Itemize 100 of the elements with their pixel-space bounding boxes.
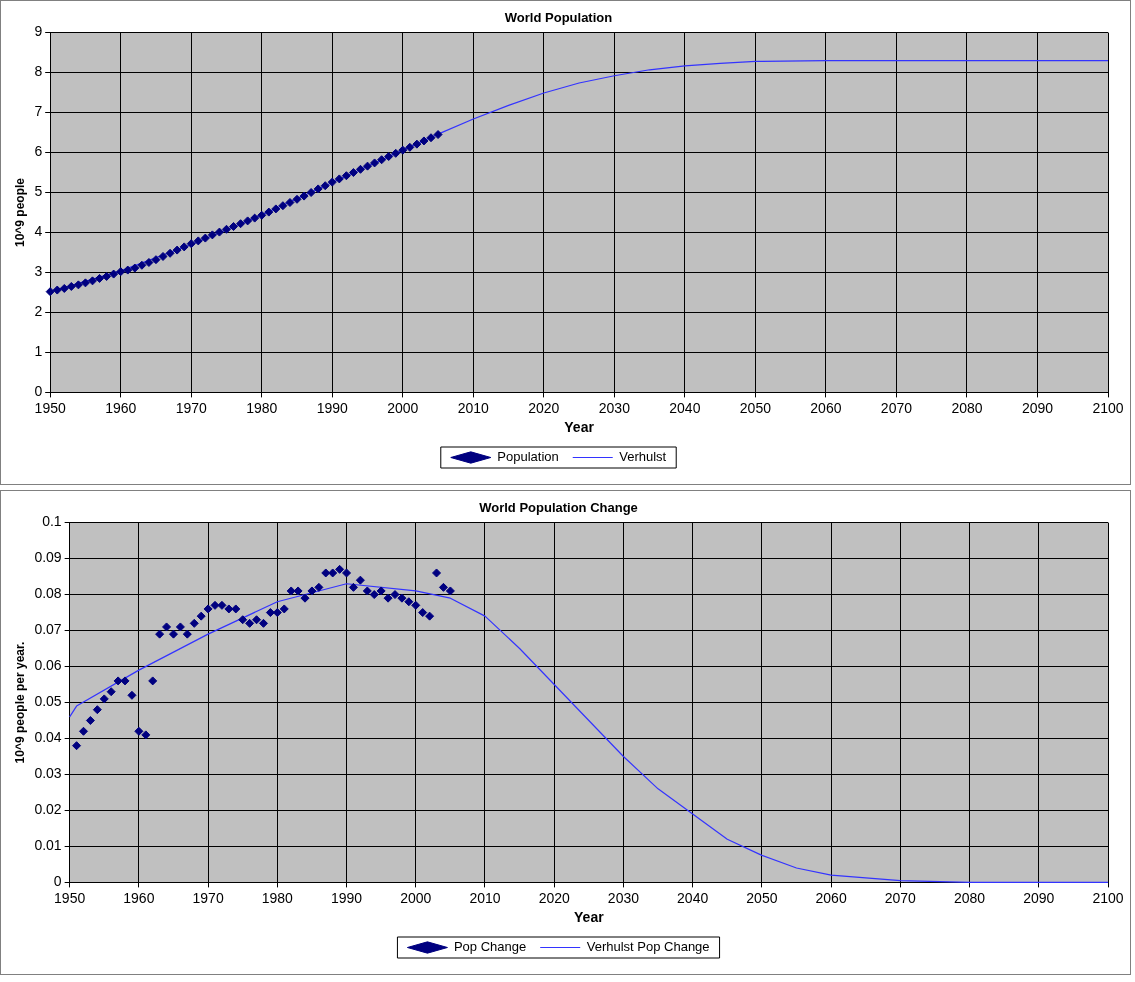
point — [363, 161, 373, 171]
x-tick-label: 2000 — [387, 399, 419, 416]
x-tick-label: 2100 — [1092, 889, 1124, 906]
point — [182, 629, 192, 639]
point — [78, 726, 88, 736]
point — [384, 152, 394, 162]
x-tick-label: 2010 — [469, 889, 501, 906]
point — [165, 248, 175, 258]
x-tick-label: 2000 — [400, 889, 432, 906]
point — [433, 130, 443, 140]
point — [123, 265, 133, 275]
point — [229, 221, 239, 231]
point — [88, 276, 97, 286]
point — [193, 236, 203, 246]
point — [106, 687, 116, 697]
x-tick-label: 2100 — [1092, 399, 1124, 416]
x-tick-label: 2030 — [598, 399, 631, 416]
point — [412, 139, 422, 149]
y-tick-label: 0 — [34, 383, 43, 400]
y-tick-label: 0.1 — [42, 513, 62, 530]
point — [391, 148, 401, 158]
x-tick-label: 1970 — [175, 399, 208, 416]
y-tick-label: 0.01 — [34, 837, 62, 854]
x-tick-label: 1960 — [123, 889, 155, 906]
chart-title: World Population Change — [479, 500, 638, 516]
point — [158, 251, 168, 261]
legend-label: Verhulst Pop Change — [586, 939, 710, 955]
y-tick-label: 6 — [34, 143, 43, 160]
point — [362, 586, 372, 596]
point — [250, 213, 260, 223]
point — [397, 593, 407, 603]
y-tick-label: 2 — [34, 303, 43, 320]
point — [113, 676, 123, 686]
legend-label: Population — [497, 449, 559, 465]
x-tick-label: 2090 — [1021, 399, 1054, 416]
point — [432, 568, 442, 578]
y-tick-label: 0 — [53, 873, 62, 890]
x-tick-label: 2050 — [739, 399, 772, 416]
point — [307, 586, 317, 596]
point — [264, 207, 274, 217]
point — [99, 694, 109, 704]
point — [321, 568, 331, 578]
point — [285, 198, 295, 208]
point — [141, 730, 151, 740]
y-tick-label: 1 — [34, 343, 43, 360]
x-tick-label: 1990 — [330, 889, 363, 906]
point — [221, 224, 231, 234]
point — [355, 164, 365, 174]
point — [45, 287, 55, 297]
y-tick-label: 0.05 — [34, 693, 62, 710]
point — [257, 210, 267, 220]
point — [426, 133, 436, 143]
point — [293, 586, 303, 596]
point — [328, 568, 338, 578]
point — [66, 281, 76, 291]
point — [130, 263, 140, 273]
y-tick-label: 0.08 — [34, 585, 62, 602]
y-tick-label: 5 — [34, 183, 43, 200]
point — [438, 582, 448, 592]
point — [445, 586, 455, 596]
point — [189, 618, 199, 628]
point — [355, 575, 365, 585]
point — [279, 604, 289, 614]
point — [245, 618, 255, 628]
x-tick-label: 1980 — [261, 889, 294, 906]
point — [200, 233, 210, 243]
point — [151, 255, 161, 265]
point — [348, 168, 358, 178]
point — [342, 568, 352, 578]
x-tick-label: 2070 — [884, 889, 917, 906]
point — [258, 618, 268, 628]
x-tick-label: 2080 — [951, 399, 983, 416]
y-tick-label: 9 — [34, 23, 43, 40]
x-tick-label: 1970 — [192, 889, 224, 906]
y-tick-label: 8 — [34, 63, 43, 80]
point — [404, 597, 414, 607]
y-tick-label: 0.09 — [34, 549, 62, 566]
x-tick-label: 2040 — [677, 889, 709, 906]
point — [224, 604, 234, 614]
point — [419, 136, 429, 146]
point — [243, 216, 253, 226]
point — [214, 227, 224, 237]
y-tick-label: 7 — [34, 103, 43, 120]
point — [265, 608, 275, 618]
x-tick-label: 2030 — [607, 889, 640, 906]
legend-label: Pop Change — [453, 939, 527, 955]
point — [231, 604, 241, 614]
point — [341, 171, 351, 181]
point — [148, 676, 158, 686]
point — [313, 184, 323, 194]
point — [92, 705, 102, 715]
point — [207, 230, 217, 240]
point — [127, 690, 137, 700]
point — [306, 188, 316, 198]
point — [271, 204, 281, 214]
point — [286, 586, 296, 596]
point — [376, 586, 386, 596]
point — [85, 715, 95, 725]
point — [348, 582, 358, 592]
point — [377, 155, 387, 165]
